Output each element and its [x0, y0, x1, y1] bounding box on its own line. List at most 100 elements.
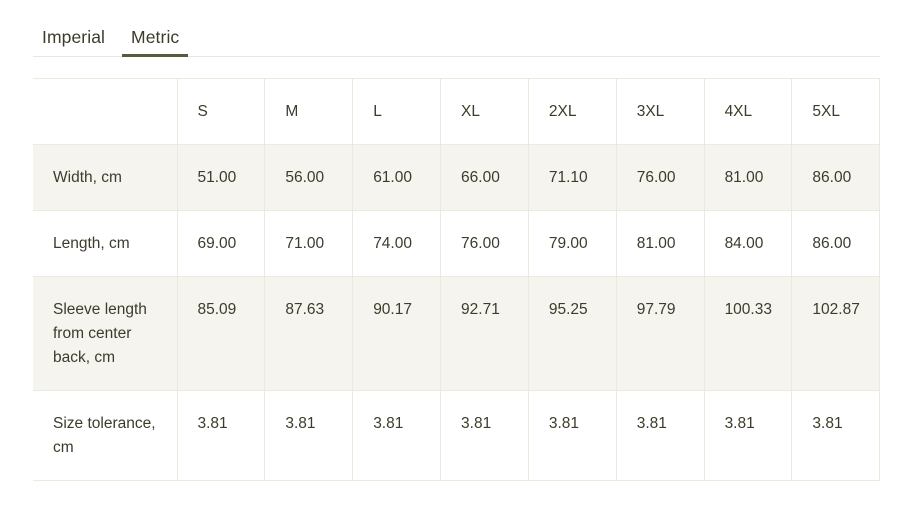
row-label-size-tolerance: Size tolerance, cm	[33, 390, 177, 482]
cell-value: 97.79	[636, 301, 676, 319]
cell-value: 86.00	[812, 235, 852, 253]
tab-imperial-label: Imperial	[42, 26, 106, 47]
cell-length-4xl: 84.00	[703, 210, 792, 277]
cell-tolerance-5xl: 3.81	[791, 390, 881, 482]
cell-value: 3.81	[285, 415, 316, 433]
row-label-text: Sleeve length from center back, cm	[53, 301, 147, 367]
cell-value: 3.81	[636, 415, 667, 433]
size-table: S M L XL 2XL 3XL	[33, 78, 881, 482]
cell-value: 76.00	[636, 169, 676, 186]
header-cell-m: M	[264, 78, 353, 145]
size-table-body: Width, cm 51.00 56.00 61.00 66.00 71.10 …	[33, 143, 881, 482]
header-label-2xl: 2XL	[548, 103, 577, 120]
tab-metric[interactable]: Metric	[122, 26, 189, 57]
cell-value: 3.81	[724, 415, 755, 433]
cell-value: 85.09	[197, 301, 237, 319]
cell-width-xl: 66.00	[440, 143, 529, 211]
table-header-row: S M L XL 2XL 3XL	[33, 78, 881, 145]
row-label-text: Size tolerance, cm	[53, 415, 156, 457]
cell-value: 3.81	[373, 415, 404, 433]
cell-value: 81.00	[724, 169, 764, 186]
header-label-xl: XL	[461, 103, 480, 120]
cell-value: 61.00	[373, 169, 412, 186]
header-label-3xl: 3XL	[636, 103, 665, 120]
header-cell-2xl: 2XL	[527, 78, 617, 145]
cell-width-l: 61.00	[352, 143, 441, 211]
cell-tolerance-s: 3.81	[176, 390, 265, 482]
cell-value: 74.00	[373, 235, 412, 253]
cell-value: 69.00	[197, 235, 237, 253]
cell-sleeve-3xl: 97.79	[615, 276, 705, 391]
tab-metric-label: Metric	[131, 26, 180, 47]
cell-value: 76.00	[461, 235, 500, 253]
header-cell-s: S	[176, 78, 265, 145]
cell-value: 84.00	[724, 235, 764, 253]
cell-sleeve-m: 87.63	[264, 276, 353, 391]
cell-value: 100.33	[724, 301, 772, 319]
cell-value: 92.71	[461, 301, 500, 319]
row-label-text: Width, cm	[53, 169, 122, 186]
header-label-l: L	[373, 103, 382, 120]
cell-sleeve-s: 85.09	[176, 276, 265, 391]
cell-tolerance-xl: 3.81	[440, 390, 529, 482]
cell-value: 79.00	[548, 235, 588, 253]
table-row: Sleeve length from center back, cm 85.09…	[33, 276, 881, 391]
cell-value: 71.00	[285, 235, 325, 253]
row-label-sleeve-length: Sleeve length from center back, cm	[33, 276, 177, 391]
header-cell-5xl: 5XL	[791, 78, 881, 145]
cell-length-s: 69.00	[176, 210, 265, 277]
unit-tabs: Imperial Metric	[0, 0, 900, 57]
tab-imperial[interactable]: Imperial	[33, 26, 114, 58]
size-table-head: S M L XL 2XL 3XL	[33, 78, 881, 145]
cell-tolerance-3xl: 3.81	[615, 390, 705, 482]
cell-tolerance-m: 3.81	[264, 390, 353, 482]
header-cell-corner	[33, 78, 177, 145]
header-cell-xl: XL	[440, 78, 529, 145]
cell-length-xl: 76.00	[440, 210, 529, 277]
cell-length-m: 71.00	[264, 210, 353, 277]
table-row: Width, cm 51.00 56.00 61.00 66.00 71.10 …	[33, 143, 881, 211]
row-label-text: Length, cm	[53, 235, 130, 253]
cell-length-3xl: 81.00	[615, 210, 705, 277]
cell-value: 56.00	[285, 169, 325, 186]
header-cell-3xl: 3XL	[615, 78, 705, 145]
cell-value: 66.00	[461, 169, 500, 186]
cell-value: 51.00	[197, 169, 237, 186]
size-table-container: S M L XL 2XL 3XL	[0, 57, 900, 482]
cell-tolerance-2xl: 3.81	[527, 390, 617, 482]
cell-value: 3.81	[197, 415, 228, 433]
cell-width-3xl: 76.00	[615, 143, 705, 211]
header-cell-4xl: 4XL	[703, 78, 792, 145]
cell-length-2xl: 79.00	[527, 210, 617, 277]
cell-tolerance-l: 3.81	[352, 390, 441, 482]
header-label-5xl: 5XL	[812, 103, 840, 120]
header-label-m: M	[285, 103, 299, 120]
tabs-divider	[33, 56, 880, 57]
cell-value: 86.00	[812, 169, 852, 186]
table-row: Size tolerance, cm 3.81 3.81 3.81 3.81 3…	[33, 390, 881, 482]
table-row: Length, cm 69.00 71.00 74.00 76.00 79.00…	[33, 210, 881, 277]
cell-sleeve-4xl: 100.33	[703, 276, 792, 391]
cell-value: 3.81	[548, 415, 580, 433]
cell-value: 90.17	[373, 301, 412, 319]
cell-value: 102.87	[812, 301, 860, 319]
cell-sleeve-l: 90.17	[352, 276, 441, 391]
cell-value: 95.25	[548, 301, 588, 319]
cell-width-s: 51.00	[176, 143, 265, 211]
cell-width-5xl: 86.00	[791, 143, 881, 211]
row-label-length: Length, cm	[33, 210, 177, 277]
cell-sleeve-xl: 92.71	[440, 276, 529, 391]
cell-width-m: 56.00	[264, 143, 353, 211]
cell-value: 87.63	[285, 301, 325, 319]
cell-value: 3.81	[461, 415, 492, 433]
cell-tolerance-4xl: 3.81	[703, 390, 792, 482]
cell-length-l: 74.00	[352, 210, 441, 277]
header-cell-l: L	[352, 78, 441, 145]
cell-value: 3.81	[812, 415, 843, 433]
header-label-s: S	[197, 103, 208, 120]
cell-length-5xl: 86.00	[791, 210, 881, 277]
row-label-width: Width, cm	[33, 143, 177, 211]
header-label-4xl: 4XL	[724, 103, 753, 120]
cell-width-4xl: 81.00	[703, 143, 792, 211]
